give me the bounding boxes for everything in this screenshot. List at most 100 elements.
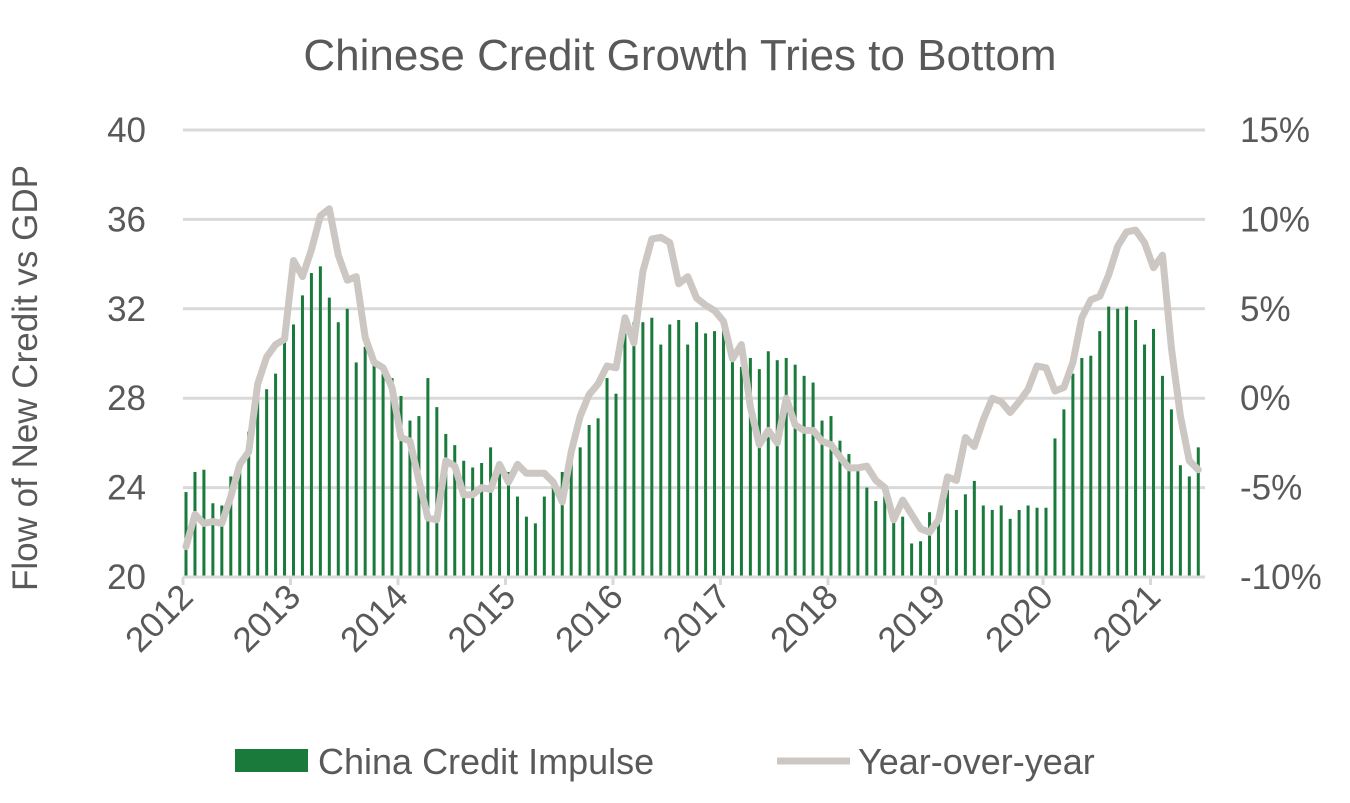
bar (829, 416, 833, 577)
bar (793, 364, 797, 577)
bar (507, 471, 510, 577)
bar (1080, 357, 1084, 577)
bar (605, 378, 609, 577)
bar (1053, 438, 1057, 577)
bar (1008, 518, 1012, 577)
y2-tick-label: -10% (1240, 558, 1322, 597)
bar (659, 344, 663, 577)
bar (1044, 507, 1048, 577)
bar (632, 322, 636, 577)
bar (650, 317, 654, 577)
bar (292, 324, 295, 577)
y-tick-label: 20 (107, 558, 146, 597)
x-tick-label: 2014 (333, 577, 416, 660)
bar (883, 496, 887, 577)
bar (820, 420, 824, 577)
bar (954, 509, 958, 577)
x-tick-label: 2013 (226, 577, 309, 660)
bar (695, 322, 699, 577)
bar (668, 324, 672, 577)
bar (542, 496, 546, 577)
bar (1017, 509, 1021, 577)
x-tick-label: 2015 (441, 577, 524, 660)
y2-tick-label: 15% (1240, 111, 1310, 150)
bar (238, 465, 242, 577)
bar (1071, 373, 1075, 577)
bar (417, 416, 421, 577)
bar (1143, 344, 1147, 577)
bar (865, 487, 869, 577)
bar (435, 407, 439, 577)
bar (578, 447, 582, 577)
bar (677, 319, 681, 577)
bar (229, 476, 233, 577)
bar (256, 398, 260, 577)
bar (910, 543, 914, 577)
bar (981, 505, 985, 577)
y-tick-label: 28 (107, 379, 146, 418)
bar (847, 454, 851, 577)
bar (919, 541, 923, 577)
bar (990, 509, 994, 577)
bar (498, 471, 502, 577)
chart-title: Chinese Credit Growth Tries to Bottom (303, 31, 1056, 80)
bar (489, 447, 493, 577)
bar (354, 362, 358, 577)
bar (372, 362, 376, 577)
bar (560, 471, 564, 577)
bar (1098, 331, 1102, 577)
x-tick-label: 2021 (1086, 577, 1169, 660)
bar (220, 505, 224, 577)
bar (596, 418, 600, 577)
bar (937, 518, 940, 577)
bar (247, 431, 251, 577)
gridlines (183, 128, 1205, 490)
bar (399, 395, 403, 577)
bar (874, 501, 878, 577)
bar (345, 308, 349, 577)
bar (766, 351, 770, 577)
bar (892, 512, 896, 577)
x-tick-label: 2017 (656, 577, 739, 660)
bar (901, 516, 905, 577)
bar (283, 322, 287, 577)
bar (1125, 306, 1129, 577)
bar (318, 266, 322, 577)
bar (390, 378, 394, 577)
bar (471, 467, 475, 577)
bar (1116, 308, 1120, 577)
bar (211, 503, 215, 577)
bar (1160, 375, 1164, 577)
bar (309, 273, 313, 577)
bar (363, 346, 367, 577)
y-tick-label: 24 (107, 469, 146, 508)
bar (1089, 355, 1093, 577)
bar (533, 523, 537, 577)
bar (1026, 505, 1030, 577)
legend-swatch-china-credit-impulse (235, 749, 308, 772)
bar (462, 460, 466, 577)
bar (444, 433, 448, 577)
bar (614, 393, 618, 577)
bar (641, 322, 645, 577)
bar (775, 360, 779, 577)
bar (569, 445, 573, 577)
y-tick-label: 40 (107, 111, 146, 150)
bar (623, 333, 627, 577)
bar (1152, 328, 1155, 577)
bar (265, 389, 269, 577)
bar (972, 480, 976, 577)
bar (480, 463, 484, 577)
bar (1196, 447, 1200, 577)
bar (856, 467, 860, 577)
legend: China Credit Impulse Year-over-year (235, 741, 1095, 782)
y-tick-label: 32 (107, 290, 146, 329)
y-tick-label: 36 (107, 200, 146, 239)
x-tick-label: 2019 (871, 577, 954, 660)
bar (587, 425, 591, 577)
bar (811, 382, 815, 577)
bar (802, 375, 806, 577)
x-tick-label: 2016 (548, 577, 631, 660)
bar (551, 487, 555, 577)
bar (426, 378, 430, 577)
